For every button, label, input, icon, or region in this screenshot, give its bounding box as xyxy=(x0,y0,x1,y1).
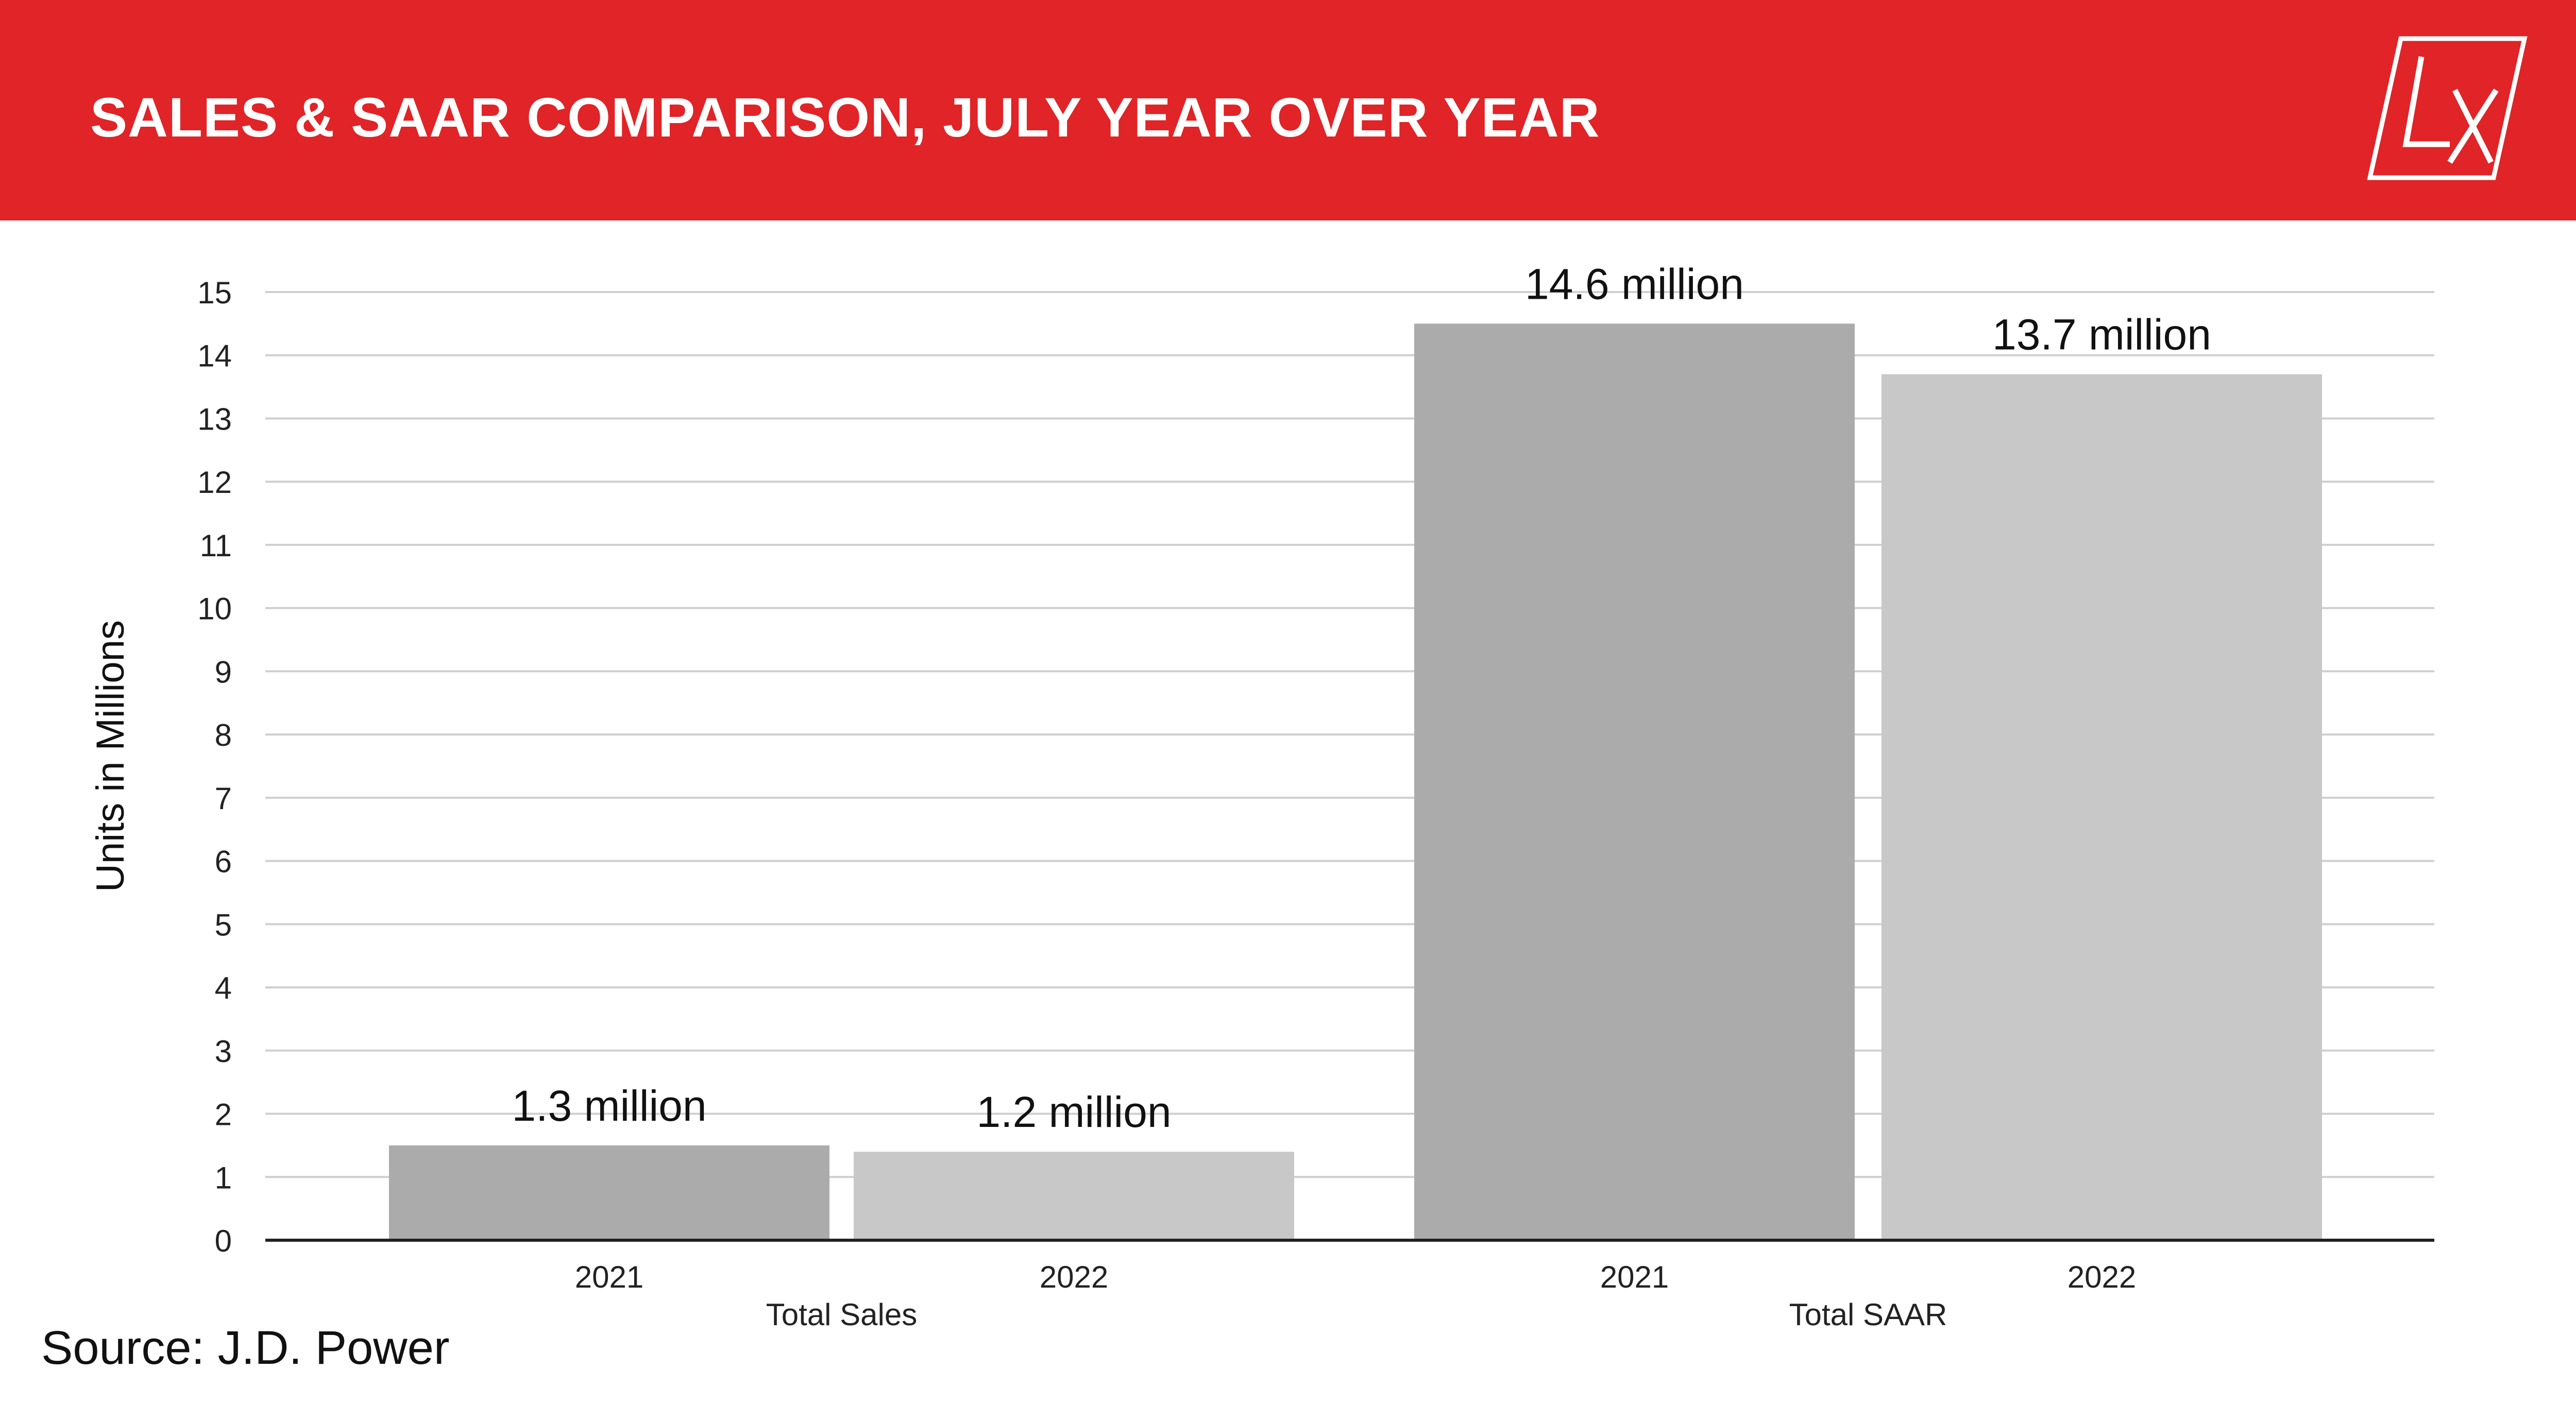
data-label: 1.2 million xyxy=(976,1088,1171,1136)
y-tick-label: 0 xyxy=(215,1224,232,1258)
y-tick-label: 1 xyxy=(215,1160,232,1195)
y-tick-label: 3 xyxy=(215,1034,232,1069)
x-tick-label: 2021 xyxy=(1600,1260,1669,1294)
y-axis-title: Units in Millions xyxy=(89,620,132,892)
y-tick-label: 9 xyxy=(215,655,232,689)
data-label: 1.3 million xyxy=(512,1082,706,1130)
lx-logo xyxy=(2367,36,2528,180)
bar-total-saar-2022 xyxy=(1882,374,2322,1240)
bar-total-saar-2021 xyxy=(1414,323,1855,1240)
y-tick-label: 15 xyxy=(197,276,232,310)
y-tick-label: 10 xyxy=(197,592,232,626)
data-label: 14.6 million xyxy=(1525,260,1744,308)
y-tick-label: 6 xyxy=(215,845,232,879)
page-title: SALES & SAAR COMPARISON, JULY YEAR OVER … xyxy=(90,86,1600,148)
y-tick-label: 5 xyxy=(215,908,232,942)
y-tick-label: 11 xyxy=(200,528,232,563)
y-tick-label: 4 xyxy=(215,971,232,1005)
y-tick-label: 2 xyxy=(215,1098,232,1132)
bar-total-sales-2022 xyxy=(854,1152,1294,1240)
header-bar: SALES & SAAR COMPARISON, JULY YEAR OVER … xyxy=(0,0,2576,220)
x-tick-label: 2022 xyxy=(2067,1260,2136,1294)
source-note: Source: J.D. Power xyxy=(41,1322,450,1374)
bar-total-sales-2021 xyxy=(389,1145,829,1240)
y-tick-label: 7 xyxy=(215,781,232,816)
x-tick-label: 2022 xyxy=(1040,1260,1108,1294)
y-tick-label: 14 xyxy=(197,339,232,373)
x-tick-label: 2021 xyxy=(575,1260,643,1294)
y-tick-label: 8 xyxy=(215,718,232,752)
y-tick-label: 13 xyxy=(197,402,232,436)
x-group-label: Total SAAR xyxy=(1789,1297,1947,1332)
data-label: 13.7 million xyxy=(1992,311,2211,359)
y-tick-label: 12 xyxy=(197,465,232,500)
x-group-label: Total Sales xyxy=(766,1297,918,1332)
